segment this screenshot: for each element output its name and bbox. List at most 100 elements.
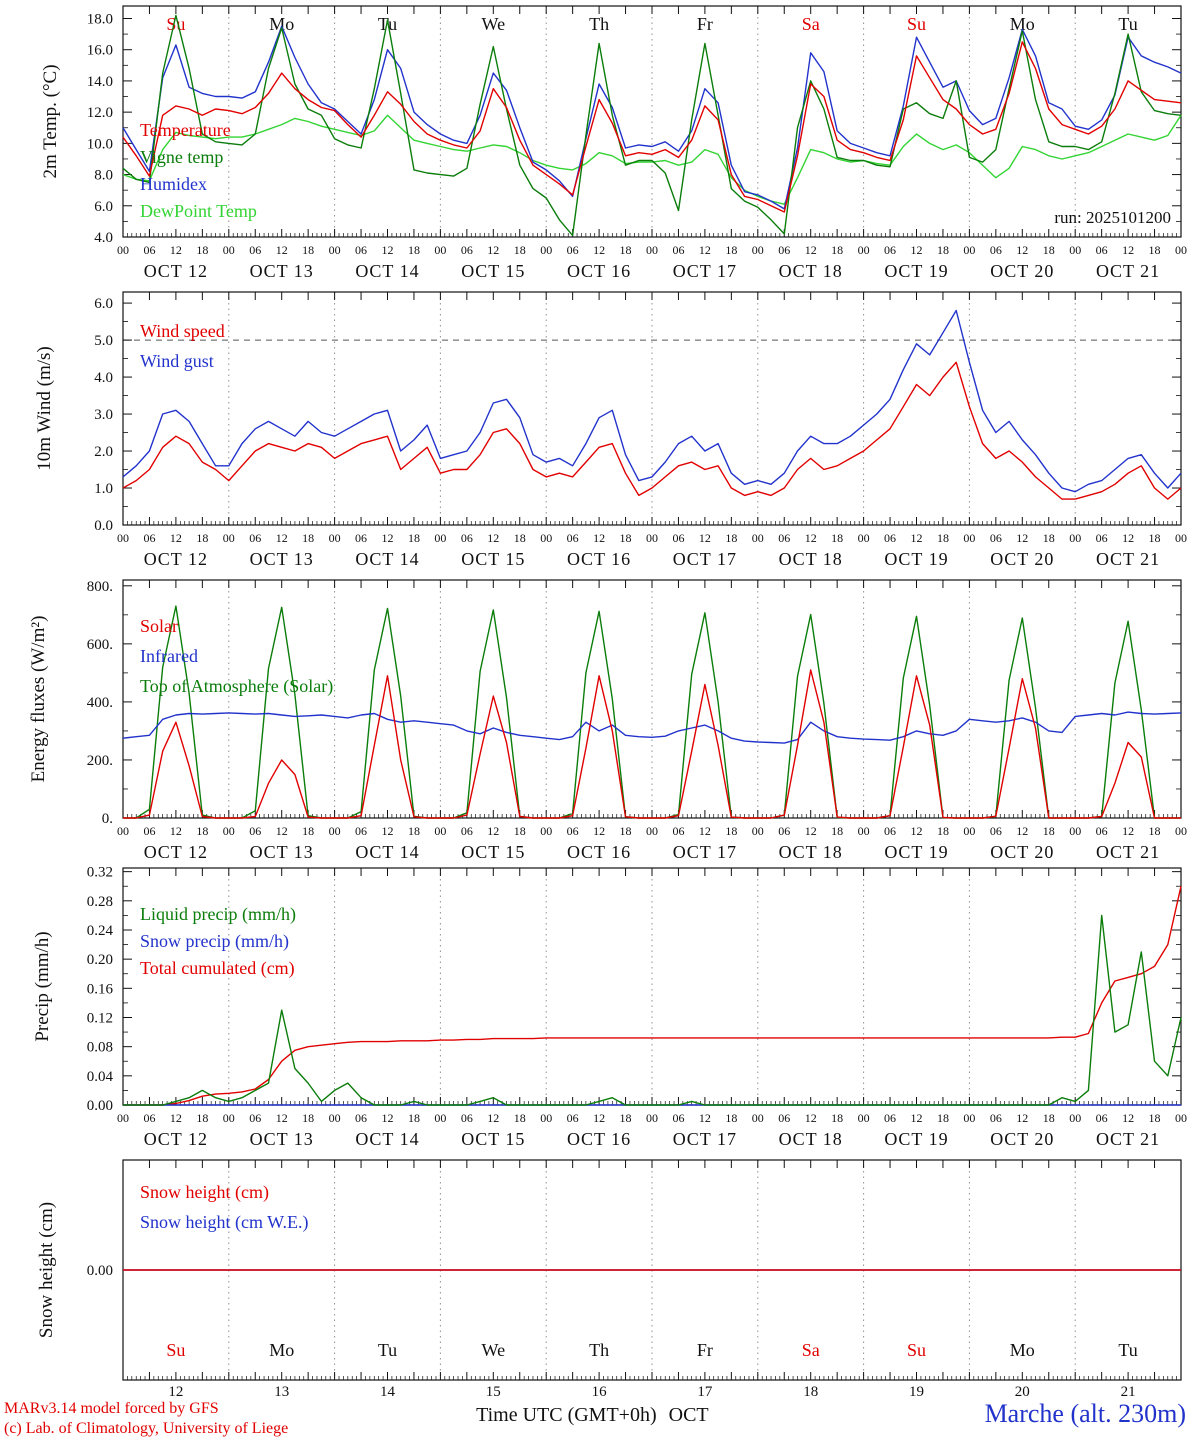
date-label: OCT 20	[990, 842, 1054, 862]
hour-label: 00	[752, 243, 764, 257]
hour-label: 06	[884, 243, 896, 257]
hour-label: 06	[143, 243, 155, 257]
weekday-label: Su	[907, 14, 926, 34]
hour-label: 18	[831, 531, 843, 545]
weekday-label: Fr	[697, 1340, 713, 1360]
hour-label: 12	[382, 531, 394, 545]
hour-label: 06	[143, 531, 155, 545]
hour-label: 00	[1069, 531, 1081, 545]
hour-label: 12	[170, 1111, 182, 1125]
series-wind-speed	[122, 361, 1182, 500]
hour-label: 12	[382, 1111, 394, 1125]
weekday-label: Th	[589, 14, 609, 34]
date-label: OCT 15	[461, 1129, 525, 1149]
date-label: OCT 13	[250, 1129, 314, 1149]
hour-label: 18	[620, 531, 632, 545]
hour-label: 06	[1096, 243, 1108, 257]
date-label: OCT 16	[567, 549, 631, 569]
hour-label: 06	[1096, 1111, 1108, 1125]
hour-label: 12	[805, 531, 817, 545]
legend-liquid-precip-mm-h: Liquid precip (mm/h)	[140, 904, 296, 925]
series-total-cumulated-cm	[123, 886, 1182, 1106]
hour-label: 00	[858, 1111, 870, 1125]
date-label: OCT 19	[884, 261, 948, 281]
legend-infrared: Infrared	[140, 646, 198, 666]
xaxis-title: Time UTC (GMT+0h) OCT	[476, 1404, 709, 1427]
hour-label: 06	[249, 531, 261, 545]
hour-label: 06	[1096, 824, 1108, 838]
weekday-label: Su	[166, 1340, 185, 1360]
hour-label: 18	[831, 243, 843, 257]
hour-label: 12	[593, 1111, 605, 1125]
hour-label: 18	[302, 824, 314, 838]
hour-label: 12	[170, 824, 182, 838]
hour-label: 18	[408, 243, 420, 257]
y-tick-label: 10.0	[87, 136, 113, 152]
y-tick-label: 0.12	[87, 1010, 113, 1026]
y-tick-label: 0.04	[87, 1069, 114, 1085]
hour-label: 06	[884, 1111, 896, 1125]
y-axis-label: Snow height (cm)	[36, 1202, 57, 1338]
date-label: OCT 13	[250, 549, 314, 569]
weekday-label: Mo	[269, 14, 294, 34]
hour-label: 06	[672, 531, 684, 545]
date-label: OCT 19	[884, 842, 948, 862]
hour-label: 06	[567, 1111, 579, 1125]
date-label: OCT 17	[673, 549, 737, 569]
date-label: OCT 21	[1096, 842, 1160, 862]
legend-solar: Solar	[140, 616, 178, 636]
hour-label: 06	[461, 243, 473, 257]
hour-label: 06	[355, 531, 367, 545]
date-label: OCT 21	[1096, 261, 1160, 281]
hour-label: 00	[963, 1111, 975, 1125]
hour-label: 00	[1175, 824, 1187, 838]
hour-label: 12	[911, 243, 923, 257]
hour-label: 12	[699, 531, 711, 545]
legend-vigne-temp: Vigne temp	[140, 147, 223, 167]
panel-frame	[122, 579, 1182, 819]
hour-label: 00	[858, 824, 870, 838]
hour-label: 00	[540, 243, 552, 257]
date-label: OCT 19	[884, 549, 948, 569]
hour-label: 12	[805, 243, 817, 257]
y-tick-label: 200.	[87, 753, 113, 769]
panel-temp: 4.0 6.0 8.0 10.0 12.0 14.0 16.0 18.0 2m Temp. (°…	[40, 5, 1187, 281]
hour-label: 06	[990, 824, 1002, 838]
date-label: OCT 20	[990, 261, 1054, 281]
y-tick-label: 8.0	[94, 168, 113, 184]
date-label: OCT 17	[673, 261, 737, 281]
hour-label: 06	[778, 1111, 790, 1125]
date-label: OCT 15	[461, 842, 525, 862]
hour-label: 12	[276, 824, 288, 838]
date-label: OCT 18	[779, 261, 843, 281]
weekday-label: Mo	[269, 1340, 294, 1360]
hour-label: 18	[725, 531, 737, 545]
weekday-label: Fr	[697, 14, 713, 34]
y-tick-label: 0.	[102, 811, 113, 827]
legend-total-cumulated-cm: Total cumulated (cm)	[140, 958, 295, 979]
hour-label: 18	[514, 824, 526, 838]
y-tick-label: 0.08	[87, 1040, 113, 1056]
hour-label: 18	[937, 1111, 949, 1125]
hour-label: 18	[725, 1111, 737, 1125]
hour-label: 00	[540, 1111, 552, 1125]
y-tick-label: 0.20	[87, 952, 113, 968]
hour-label: 18	[725, 243, 737, 257]
date-label: OCT 12	[144, 549, 208, 569]
hour-label: 00	[1175, 531, 1187, 545]
hour-label: 00	[1175, 243, 1187, 257]
hour-label: 12	[805, 824, 817, 838]
hour-label: 00	[752, 1111, 764, 1125]
weekday-label: Mo	[1010, 1340, 1035, 1360]
hour-label: 18	[620, 243, 632, 257]
y-axis-label: 2m Temp. (°C)	[40, 64, 61, 178]
y-tick-label: 600.	[87, 637, 113, 653]
hour-label: 06	[567, 531, 579, 545]
hour-label: 12	[805, 1111, 817, 1125]
y-tick-label: 400.	[87, 695, 113, 711]
date-number: 18	[803, 1384, 818, 1400]
hour-label: 18	[725, 824, 737, 838]
hour-label: 18	[1043, 824, 1055, 838]
hour-label: 12	[1016, 824, 1028, 838]
hour-label: 12	[1016, 243, 1028, 257]
